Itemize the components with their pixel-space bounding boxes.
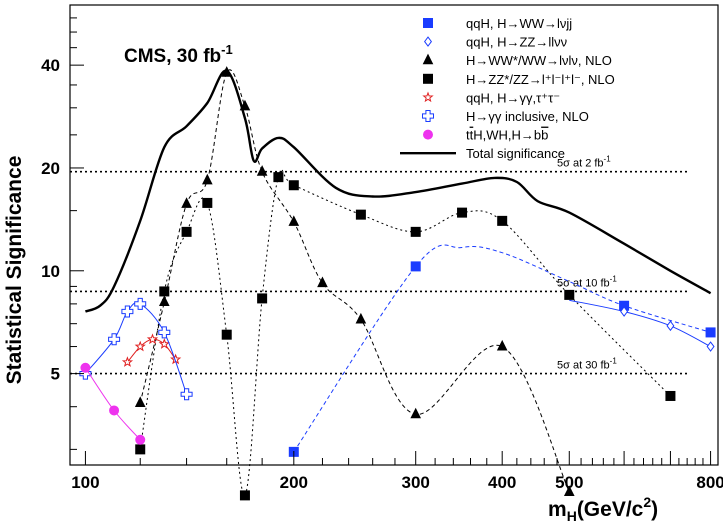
- data-point: [496, 339, 508, 351]
- y-tick-label: 20: [41, 159, 60, 178]
- data-point: [221, 329, 232, 340]
- data-point: [146, 333, 159, 345]
- legend-marker: [423, 129, 433, 140]
- data-point: [288, 215, 300, 226]
- legend-marker: [422, 53, 434, 65]
- legend-entry: H→WW*/WW→lνlν, NLO: [466, 53, 612, 68]
- reference-label: 5σ at 2 fb-1: [557, 155, 611, 170]
- data-point: [108, 333, 121, 346]
- data-point: [135, 444, 146, 455]
- legend-entry: Total significance: [466, 146, 565, 161]
- data-point: [620, 306, 629, 317]
- series-2: [134, 66, 575, 497]
- y-tick-label: 40: [41, 56, 60, 75]
- legend-entry: H→γγ inclusive, NLO: [466, 109, 589, 124]
- x-tick-label: 500: [555, 473, 583, 492]
- legend-entry: qqH, H→ZZ→llνν: [466, 35, 567, 50]
- data-point: [705, 327, 716, 338]
- data-point: [706, 341, 715, 352]
- data-point: [563, 485, 575, 497]
- y-tick-label: 5: [51, 365, 60, 384]
- legend-marker: [423, 73, 433, 84]
- data-point: [181, 197, 192, 208]
- reference-lines: 5σ at 2 fb-1 5σ at 10 fb-1 5σ at 30 fb-1: [70, 155, 690, 375]
- x-tick-label: 800: [696, 473, 723, 492]
- data-point: [135, 434, 146, 445]
- data-point: [457, 207, 468, 218]
- chart-banner: CMS, 30 fb-1: [124, 42, 233, 67]
- data-point: [355, 312, 367, 324]
- series-7: [84, 69, 712, 313]
- legend-entry: ttH,WH,H→bb: [466, 128, 548, 143]
- data-point: [158, 295, 170, 307]
- data-point: [257, 293, 268, 304]
- data-point: [256, 165, 268, 176]
- plot-frame: [69, 4, 719, 466]
- series-0: [288, 244, 716, 457]
- data-point: [665, 390, 676, 401]
- data-point: [202, 197, 213, 208]
- legend: qqH, H→WW→lνjj qqH, H→ZZ→llνν H→WW*/WW→lνl…: [400, 16, 615, 161]
- data-point: [273, 172, 284, 183]
- data-point: [134, 297, 147, 310]
- data-point: [355, 209, 366, 220]
- data-point: [134, 396, 146, 408]
- legend-entry: qqH, H→γγ,τ⁺τ⁻: [466, 90, 560, 105]
- data-point: [497, 215, 508, 226]
- series-4: [121, 333, 182, 367]
- data-point: [121, 356, 134, 367]
- series-6: [80, 362, 146, 445]
- data-point: [158, 338, 170, 349]
- legend-marker: [422, 91, 434, 103]
- x-tick-label: 100: [71, 473, 99, 492]
- legend-entry: qqH, H→WW→lνjj: [466, 16, 572, 31]
- series-line: [84, 367, 141, 441]
- y-tick-label: 10: [41, 262, 60, 281]
- data-point: [80, 362, 91, 373]
- series-line: [85, 302, 188, 395]
- data-point: [288, 180, 299, 191]
- data-point: [666, 320, 675, 332]
- legend-marker: [422, 110, 434, 122]
- x-tick-label: 400: [488, 473, 516, 492]
- data-point: [109, 405, 120, 416]
- data-point: [134, 340, 146, 352]
- series-5: [79, 297, 193, 401]
- data-point: [317, 276, 328, 288]
- series-line: [139, 169, 671, 496]
- legend-marker: [424, 36, 432, 47]
- series-layer: [79, 66, 716, 501]
- reference-label: 5σ at 10 fb-1: [557, 274, 617, 289]
- x-tick-label: 200: [280, 473, 308, 492]
- series-line: [569, 299, 711, 348]
- data-point: [181, 226, 192, 237]
- series-1: [569, 299, 715, 352]
- axes: 100 200 300 400 500 800 5 10 20 40: [41, 4, 723, 492]
- data-point: [564, 289, 575, 300]
- legend-marker: [423, 18, 433, 28]
- data-point: [410, 407, 422, 419]
- x-tick-label: 300: [402, 473, 430, 492]
- data-point: [159, 286, 170, 297]
- series-3: [135, 169, 676, 501]
- y-axis-title: Statistical Significance: [3, 156, 26, 385]
- series-line: [84, 69, 712, 313]
- data-point: [202, 173, 213, 185]
- reference-label: 5σ at 30 fb-1: [557, 357, 617, 372]
- data-point: [158, 326, 171, 339]
- data-point: [410, 261, 421, 272]
- x-axis-title: mH(GeV/c2): [548, 494, 658, 524]
- data-point: [410, 226, 421, 237]
- data-point: [121, 305, 134, 318]
- legend-entry: H→ZZ*/ZZ→l⁺l⁻l⁺l⁻, NLO: [466, 72, 615, 87]
- data-point: [239, 490, 250, 501]
- data-point: [180, 388, 193, 401]
